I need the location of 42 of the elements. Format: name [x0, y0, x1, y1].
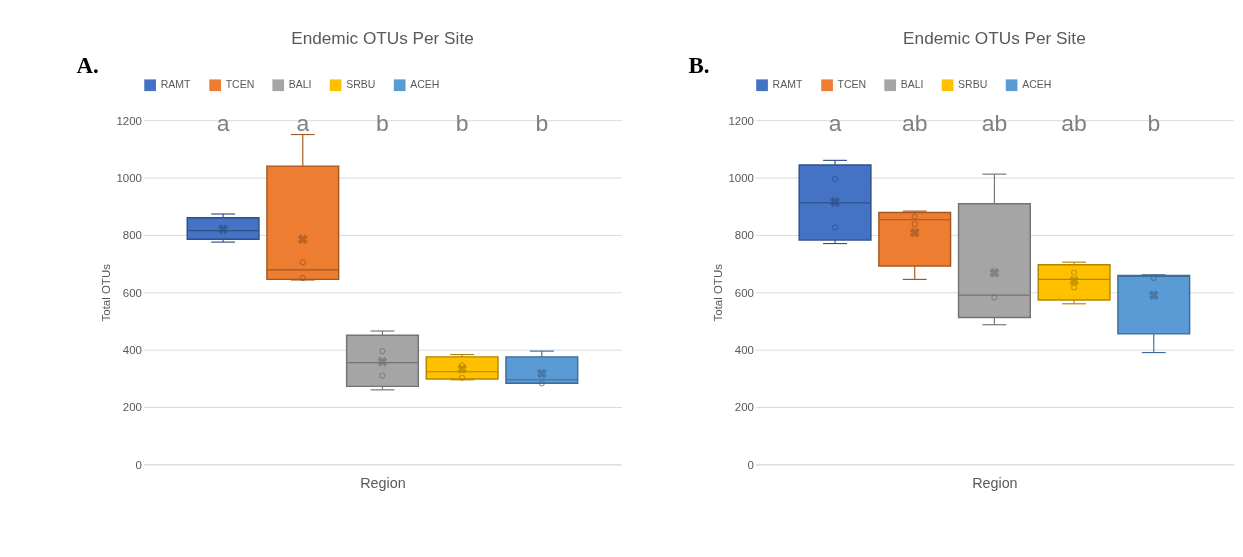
- annotation: b: [1147, 109, 1161, 136]
- y-tick-label: 800: [122, 229, 142, 242]
- y-tick-label: 1000: [116, 171, 142, 184]
- legend-label: ACEH: [1022, 78, 1052, 91]
- legend-label: BALI: [900, 78, 924, 91]
- legend-label: TCEN: [837, 78, 867, 91]
- legend-label: ACEH: [410, 78, 440, 91]
- annotation: ab: [1061, 109, 1087, 136]
- y-tick-label: 200: [122, 401, 142, 414]
- y-tick-label: 0: [747, 458, 754, 471]
- text: B.: [688, 53, 710, 79]
- y-tick-label: 0: [135, 458, 142, 471]
- text: A.: [76, 53, 99, 79]
- x-axis-title: Region: [972, 474, 1018, 491]
- annotation: a: [828, 109, 842, 136]
- y-tick-label: 1000: [728, 171, 754, 184]
- legend-label: SRBU: [958, 78, 988, 91]
- y-tick-label: 800: [734, 229, 754, 242]
- y-tick-label: 1200: [116, 114, 142, 127]
- y-axis-title: Total OTUs: [99, 263, 112, 322]
- annotation: b: [455, 109, 469, 136]
- y-tick-label: 1200: [728, 114, 754, 127]
- y-tick-label: 400: [122, 343, 142, 356]
- chart-title: Endemic OTUs Per Site: [291, 27, 474, 48]
- y-tick-label: 400: [734, 343, 754, 356]
- legend-label: BALI: [288, 78, 312, 91]
- y-tick-label: 200: [734, 401, 754, 414]
- legend-label: RAMT: [160, 78, 191, 91]
- legend-label: RAMT: [772, 78, 803, 91]
- chart-title: Endemic OTUs Per Site: [903, 27, 1086, 48]
- annotation: b: [376, 109, 389, 136]
- y-tick-label: 600: [122, 286, 142, 299]
- y-axis-title: Total OTUs: [711, 263, 724, 322]
- x-axis-title: Region: [360, 474, 406, 491]
- annotation: a: [296, 109, 310, 136]
- annotation: ab: [901, 109, 928, 136]
- annotation: ab: [981, 109, 1008, 136]
- y-tick-label: 600: [734, 286, 754, 299]
- legend-label: SRBU: [346, 78, 376, 91]
- legend-label: TCEN: [225, 78, 255, 91]
- annotation: b: [535, 109, 549, 136]
- annotation: a: [216, 109, 230, 136]
